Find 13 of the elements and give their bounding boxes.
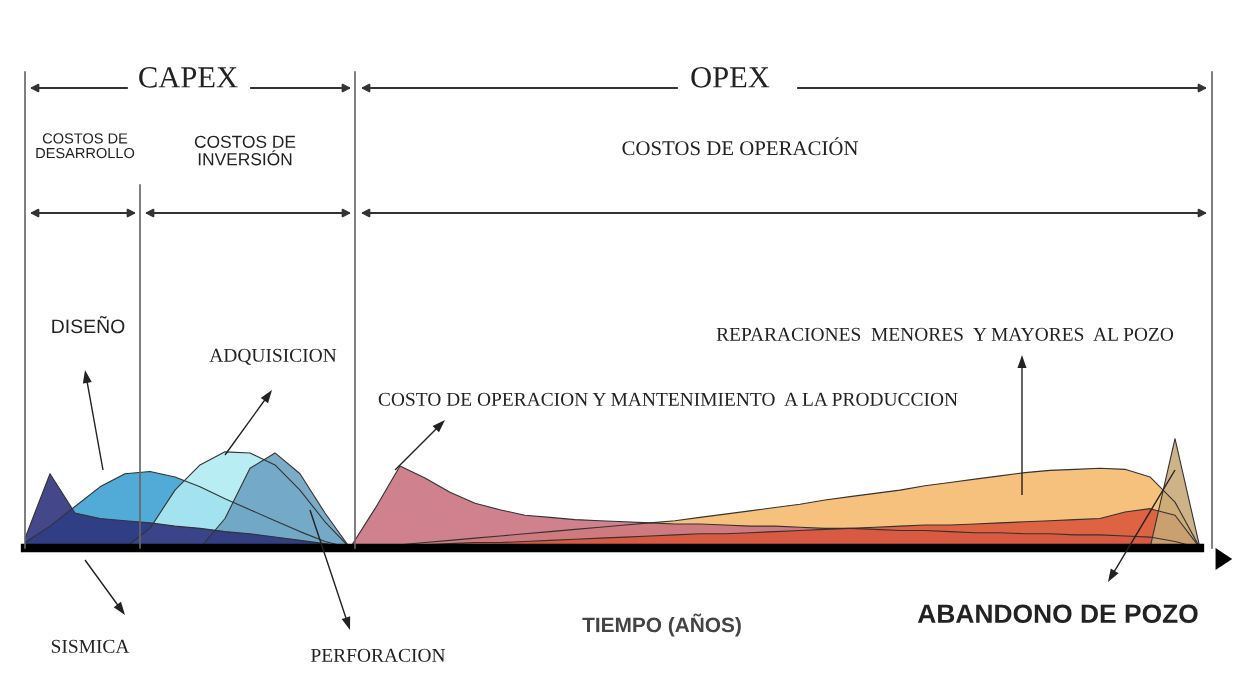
text: REPARACIONES MENORES Y MAYORES AL POZO bbox=[716, 327, 1174, 341]
text: ABANDONO DE POZO bbox=[917, 604, 1198, 624]
text: PERFORACION bbox=[311, 648, 446, 662]
text: DISEÑO bbox=[52, 315, 125, 334]
x-axis-title: TIEMPO (AÑOS) bbox=[582, 613, 741, 637]
text: CAPEX bbox=[139, 67, 238, 88]
text: SISMICA bbox=[51, 639, 130, 653]
text: COSTOS DE OPERACIÓN bbox=[622, 137, 858, 156]
text: COSTOS DE DESARROLLO bbox=[36, 133, 135, 159]
text: COSTOS DE INVERSIÓN bbox=[194, 135, 296, 166]
text: COSTO DE OPERACION Y MANTENIMIENTO A LA PRODUCCION bbox=[378, 392, 958, 406]
text: OPEX bbox=[691, 67, 770, 88]
text: ADQUISICION bbox=[209, 348, 337, 365]
